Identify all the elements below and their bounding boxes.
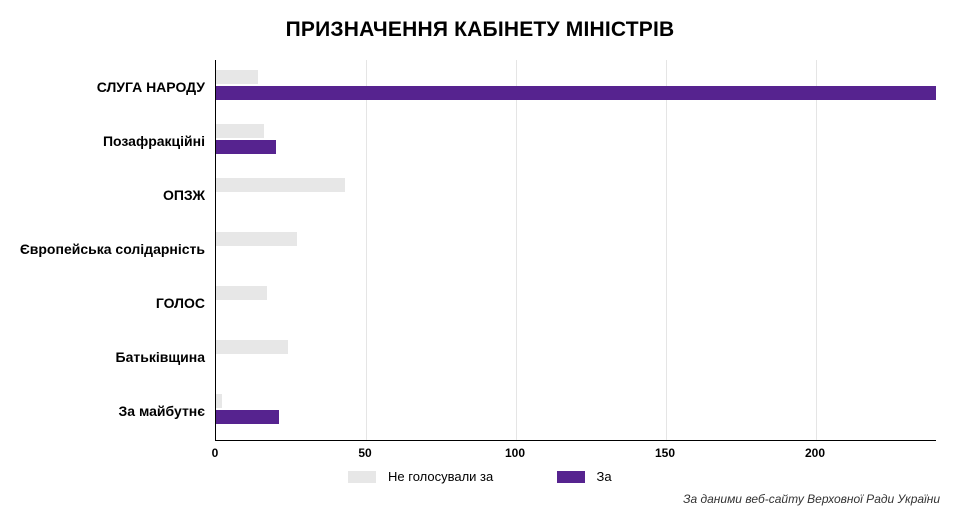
bar-group (216, 390, 936, 432)
bar-group (216, 174, 936, 216)
legend-label-for: За (597, 469, 612, 484)
bar-group (216, 120, 936, 162)
y-axis-label: ОПЗЖ (0, 187, 205, 203)
bar-not-voted (216, 124, 264, 138)
x-tick-label: 0 (212, 446, 219, 460)
bar-not-voted (216, 178, 345, 192)
bar-group (216, 282, 936, 324)
y-axis-label: Батьківщина (0, 349, 205, 365)
bar-not-voted (216, 70, 258, 84)
bar-for (216, 410, 279, 424)
x-tick-label: 200 (805, 446, 825, 460)
legend-swatch-not-voted (348, 471, 376, 483)
bar-not-voted (216, 340, 288, 354)
legend-item-not-voted: Не голосували за (348, 468, 493, 484)
source-note: За даними веб-сайту Верховної Ради Украї… (683, 492, 940, 506)
chart-container: ПРИЗНАЧЕННЯ КАБІНЕТУ МІНІСТРІВ СЛУГА НАР… (0, 0, 960, 516)
y-axis-label: ГОЛОС (0, 295, 205, 311)
plot-area (215, 60, 936, 441)
y-axis-label: Позафракційні (0, 133, 205, 149)
y-axis-label: СЛУГА НАРОДУ (0, 79, 205, 95)
bar-not-voted (216, 394, 222, 408)
bar-group (216, 228, 936, 270)
bar-group (216, 66, 936, 108)
legend-item-for: За (557, 468, 612, 484)
y-axis-label: За майбутнє (0, 403, 205, 419)
x-tick-label: 50 (358, 446, 371, 460)
bar-group (216, 336, 936, 378)
legend-label-not-voted: Не голосували за (388, 469, 493, 484)
y-axis-label: Європейська солідарність (0, 241, 205, 257)
bar-for (216, 140, 276, 154)
chart-title: ПРИЗНАЧЕННЯ КАБІНЕТУ МІНІСТРІВ (0, 18, 960, 42)
legend-swatch-for (557, 471, 585, 483)
legend: Не голосували за За (0, 468, 960, 484)
x-tick-label: 100 (505, 446, 525, 460)
bar-for (216, 86, 936, 100)
bar-not-voted (216, 232, 297, 246)
x-tick-label: 150 (655, 446, 675, 460)
bar-not-voted (216, 286, 267, 300)
